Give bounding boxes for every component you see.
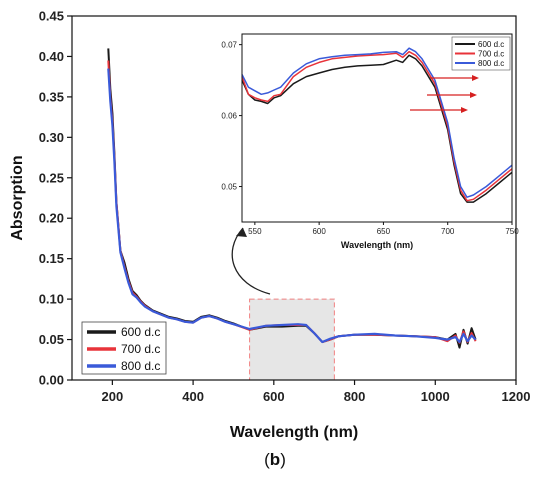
main-x-tick-label: 800 — [344, 389, 366, 404]
inset-y-tick-label: 0.07 — [221, 41, 237, 50]
inset-x-tick-label: 550 — [248, 227, 262, 236]
inset-series-line-1 — [241, 54, 513, 203]
inset-plot-frame — [241, 33, 513, 223]
main-x-tick-label: 400 — [182, 389, 204, 404]
zoom-arrow-head — [236, 228, 247, 237]
main-y-tick-label: 0.40 — [39, 49, 64, 64]
inset-series-line-3 — [241, 47, 513, 198]
inset-series-lines — [241, 47, 513, 203]
main-x-ticks: 200 400 600 800 1000 1200 — [102, 380, 531, 404]
panel-label-open: ( — [264, 450, 270, 469]
main-legend-label-1: 600 d.c — [121, 325, 160, 339]
inset-x-ticks: 550 600 650 700 750 — [248, 222, 519, 236]
main-series-lines — [107, 48, 477, 349]
inset-y-tick-label: 0.06 — [221, 112, 237, 121]
main-x-tick-label: 1200 — [502, 389, 531, 404]
panel-label-letter: b — [270, 450, 280, 469]
inset-y-tick-label: 0.05 — [221, 183, 237, 192]
inset-red-arrow-head-3 — [461, 107, 468, 113]
main-y-tick-label: 0.30 — [39, 130, 64, 145]
main-y-tick-label: 0.10 — [39, 292, 64, 307]
panel-label-close: ) — [280, 450, 286, 469]
main-y-tick-label: 0.20 — [39, 211, 64, 226]
inset-red-arrow-head-1 — [472, 75, 479, 81]
main-y-tick-label: 0.25 — [39, 170, 64, 185]
inset-x-tick-label: 650 — [377, 227, 391, 236]
inset-legend-label-1: 600 d.c — [478, 40, 504, 49]
main-legend: 600 d.c 700 d.c 800 d.c — [81, 321, 167, 375]
main-y-axis-title: Absorption — [9, 155, 26, 240]
inset-series-line-2 — [241, 50, 513, 202]
inset-red-arrows — [410, 75, 479, 113]
main-y-ticks: 0.00 0.05 0.10 0.15 0.20 0.25 0.30 0.35 0.40 0.45 — [39, 9, 72, 388]
main-y-tick-label: 0.00 — [39, 373, 64, 388]
zoom-arrow — [231, 227, 271, 295]
main-x-tick-label: 1000 — [421, 389, 450, 404]
main-legend-label-3: 800 d.c — [121, 359, 160, 373]
main-y-tick-label: 0.45 — [39, 9, 64, 24]
main-series-line-3 — [107, 68, 477, 344]
inset-x-axis-title: Wavelength (nm) — [341, 240, 413, 250]
panel-label: (b) — [264, 450, 286, 469]
inset-y-ticks: 0.05 0.06 0.07 — [221, 41, 242, 192]
main-y-tick-label: 0.15 — [39, 251, 64, 266]
inset-legend-label-3: 800 d.c — [478, 59, 504, 68]
inset-red-arrow-head-2 — [470, 92, 477, 98]
inset-legend-label-2: 700 d.c — [478, 50, 504, 59]
main-y-tick-label: 0.35 — [39, 89, 64, 104]
inset-x-tick-label: 750 — [505, 227, 519, 236]
main-chart: 200 400 600 800 1000 1200 0.00 0.05 0.10 0.15 0.2… — [9, 9, 530, 442]
inset-chart: 550 600 650 700 750 0.05 0.06 0.07 Wavelength … — [221, 33, 519, 250]
inset-x-tick-label: 600 — [312, 227, 326, 236]
highlight-region — [249, 298, 335, 381]
main-y-tick-label: 0.05 — [39, 332, 64, 347]
main-plot-frame — [71, 15, 517, 381]
main-x-axis-title: Wavelength (nm) — [230, 424, 358, 441]
main-x-tick-label: 600 — [263, 389, 285, 404]
main-x-tick-label: 200 — [102, 389, 124, 404]
main-legend-label-2: 700 d.c — [121, 342, 160, 356]
inset-x-tick-label: 700 — [441, 227, 455, 236]
